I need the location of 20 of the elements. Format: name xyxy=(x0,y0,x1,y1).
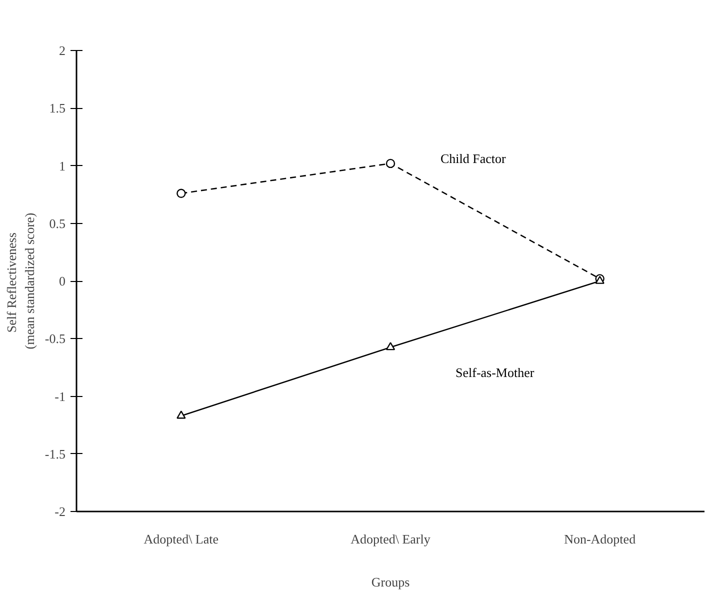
x-tick-label: Adopted\ Early xyxy=(350,532,431,546)
point xyxy=(386,342,396,350)
y-tick-label: -1 xyxy=(54,388,66,404)
point xyxy=(176,188,186,198)
point xyxy=(176,410,186,419)
y-tick-label: 1.5 xyxy=(49,100,66,116)
y-axis-title: Self Reflectiveness (mean standardized score) xyxy=(4,212,37,350)
x-axis-title: Groups xyxy=(371,574,410,590)
y-tick-label: 0 xyxy=(59,274,66,288)
x-tick-label: Non-Adopted xyxy=(564,532,636,546)
text: Self-as-Mother xyxy=(456,364,535,380)
y-tick-label: -2 xyxy=(54,504,66,519)
series-label: Child Factor xyxy=(440,150,507,166)
point xyxy=(386,158,396,168)
y-tick-label: 1 xyxy=(59,158,66,174)
y-tick-label: -0.5 xyxy=(44,331,66,346)
y-tick-label: 2 xyxy=(59,43,66,58)
y-tick-label: 0.5 xyxy=(49,216,66,231)
x-tick-label: Adopted\ Late xyxy=(144,532,219,546)
y-tick-label: -1.5 xyxy=(44,446,66,462)
